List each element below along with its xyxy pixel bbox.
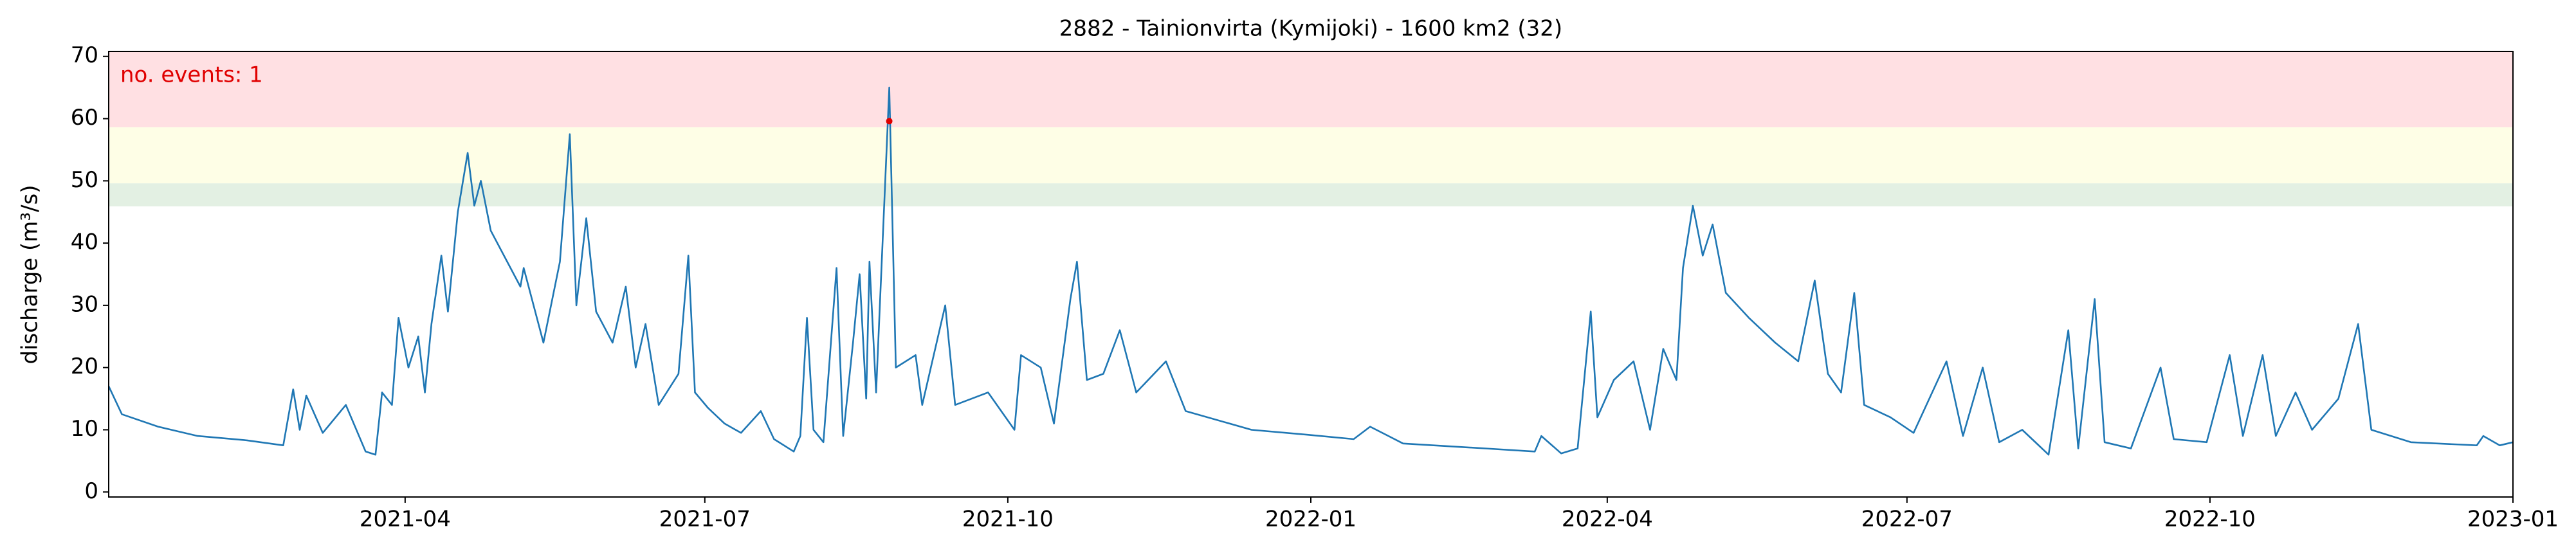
y-tick-label: 10 xyxy=(71,416,98,442)
discharge-line xyxy=(107,86,2514,456)
y-tick-label: 20 xyxy=(71,354,98,379)
x-tick-label: 2023-01 xyxy=(2467,507,2559,532)
threshold-band xyxy=(109,51,2513,128)
threshold-band xyxy=(109,127,2513,184)
y-tick-label: 40 xyxy=(71,230,98,255)
x-tick-label: 2022-07 xyxy=(1861,507,1953,532)
x-tick-label: 2022-01 xyxy=(1265,507,1357,532)
y-tick-label: 30 xyxy=(71,291,98,317)
threshold-band xyxy=(109,183,2513,207)
plot-frame xyxy=(108,51,2514,498)
y-tick-label: 50 xyxy=(71,167,98,193)
event-point xyxy=(886,118,893,125)
x-tick-label: 2021-10 xyxy=(962,507,1054,532)
chart-title: 2882 - Tainionvirta (Kymijoki) - 1600 km… xyxy=(1059,16,1562,42)
y-tick-label: 60 xyxy=(71,105,98,131)
y-tick-label: 0 xyxy=(84,478,98,504)
event-count: no. events: 1 xyxy=(120,62,263,88)
y-tick-label: 70 xyxy=(71,42,98,68)
x-tick-label: 2021-04 xyxy=(360,507,451,532)
x-tick-label: 2021-07 xyxy=(659,507,751,532)
y-axis-label: discharge (m³/s) xyxy=(17,185,43,365)
x-tick-label: 2022-04 xyxy=(1562,507,1653,532)
x-tick-label: 2022-10 xyxy=(2164,507,2256,532)
